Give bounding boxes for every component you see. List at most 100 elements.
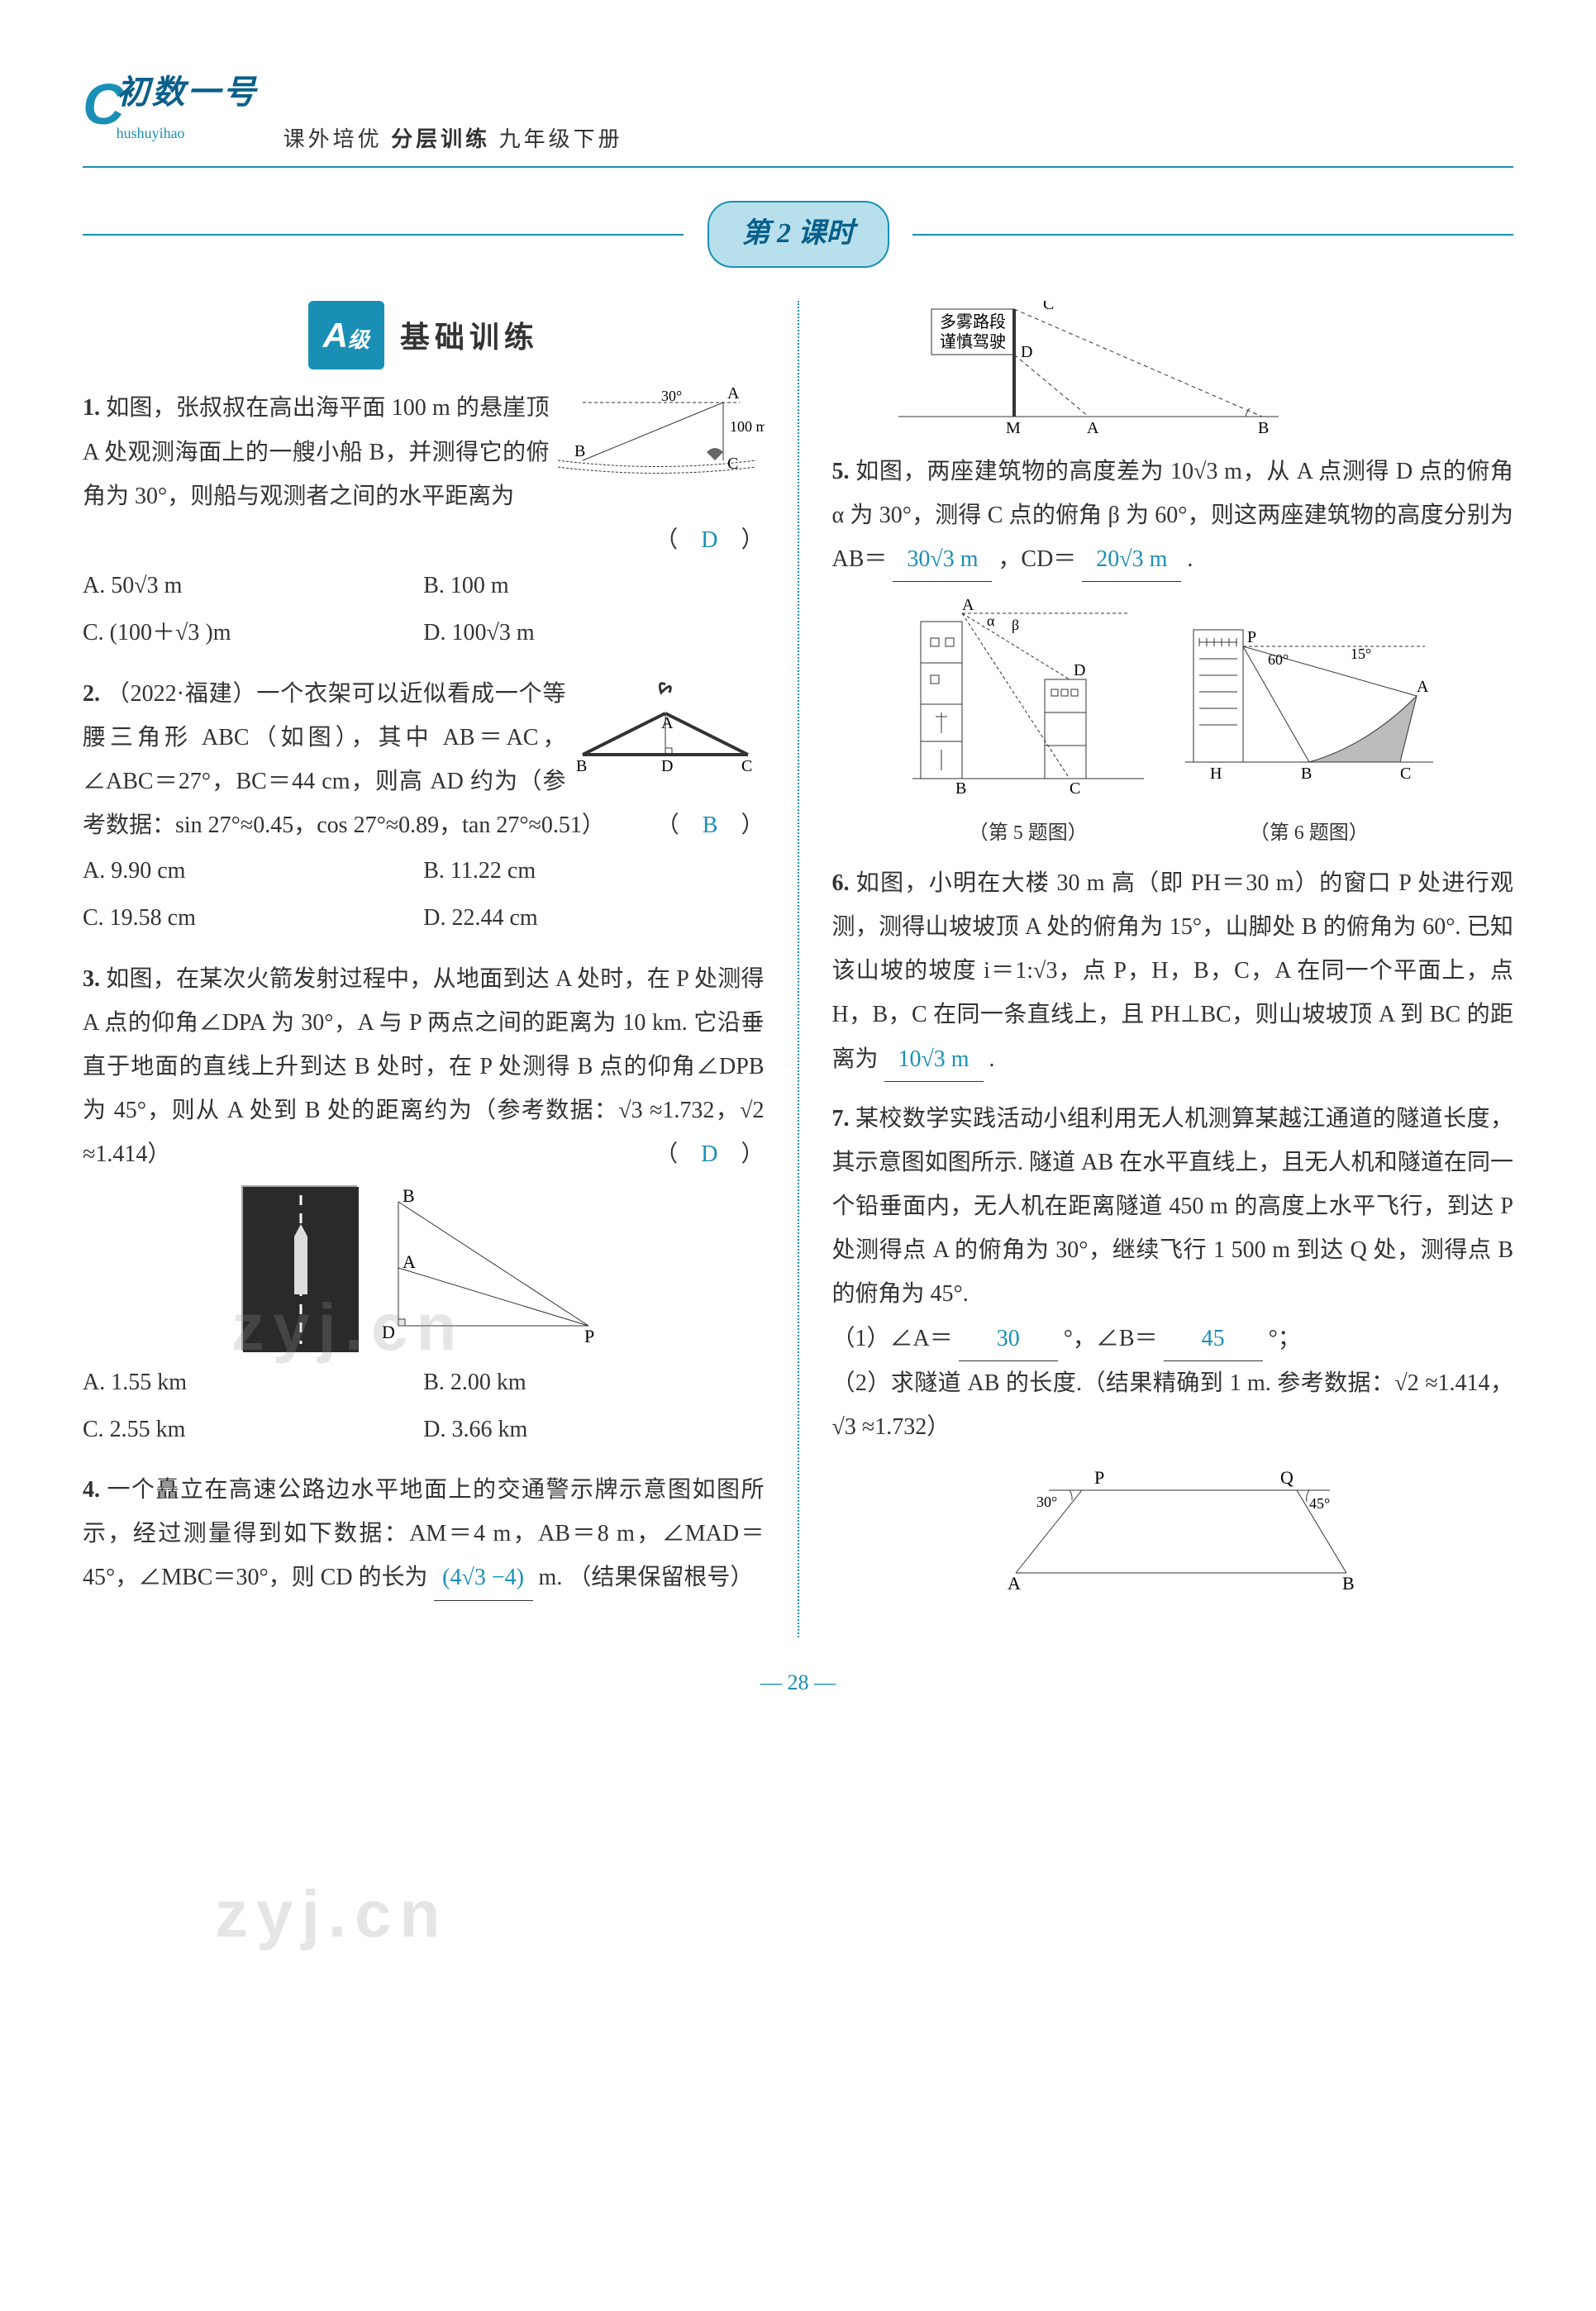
svg-text:A: A [727, 386, 740, 403]
svg-text:C: C [741, 757, 752, 775]
watermark-2: zyj.cn [215, 1851, 448, 1977]
svg-text:B: B [955, 779, 966, 795]
svg-text:30°: 30° [661, 388, 682, 404]
svg-text:多雾路段: 多雾路段 [940, 312, 1006, 331]
subtitle-3: 九年级下册 [499, 127, 623, 151]
lesson-pill: 第 2 课时 [707, 201, 889, 268]
q3-optD: D. 3.66 km [423, 1406, 764, 1453]
q1-optB: B. 100 m [423, 562, 764, 609]
q6-tail: . [989, 1046, 995, 1072]
figure-q5-caption: （第 5 题图） [904, 815, 1152, 853]
q1-answer-paren: （ D ） [655, 518, 764, 562]
svg-text:α: α [987, 612, 995, 629]
svg-text:15°: 15° [1351, 646, 1371, 662]
svg-text:B: B [1258, 419, 1269, 437]
section-title-text: 基础训练 [400, 321, 539, 354]
svg-text:P: P [1094, 1467, 1104, 1488]
figure-q6-caption: （第 6 题图） [1177, 815, 1441, 853]
header-subtitle: 课外培优 分层训练 九年级下册 [283, 119, 623, 160]
figure-q5: A α β D B C [904, 597, 1152, 812]
q5-num: 5. [832, 459, 850, 484]
q7-part1-mid: °，∠B＝ [1064, 1326, 1158, 1351]
q4-text2: （结果保留根号） [568, 1565, 753, 1590]
column-divider [798, 301, 799, 1638]
svg-text:B: B [403, 1185, 415, 1206]
q7-num: 7. [832, 1106, 850, 1132]
q3-optB: B. 2.00 km [423, 1359, 764, 1406]
problem-5: 5. 如图，两座建筑物的高度差为 10√3 m，从 A 点测得 D 点的俯角 α… [832, 450, 1514, 583]
page-number: — 28 — [83, 1662, 1513, 1703]
q2-text: （2022·福建）一个衣架可以近似看成一个等腰三角形 ABC（如图），其中 AB… [83, 681, 605, 839]
svg-text:D: D [1021, 343, 1032, 361]
svg-text:B: B [574, 442, 585, 460]
problem-6: 6. 如图，小明在大楼 30 m 高（即 PH＝30 m）的窗口 P 处进行观测… [832, 861, 1514, 1082]
figure-q4: 多雾路段 谨慎驾驶 C D M A B [882, 301, 1179, 450]
q2-optD: D. 22.44 cm [423, 894, 764, 941]
q3-answer: D [701, 1141, 717, 1167]
figure-q6: P 60° 15° A H B C [1177, 597, 1441, 812]
q4-answer: (4√3 −4) [434, 1556, 533, 1600]
svg-text:D: D [661, 757, 673, 775]
svg-text:C: C [1070, 779, 1080, 795]
q1-num: 1. [83, 395, 100, 421]
q3-optA: A. 1.55 km [83, 1359, 423, 1406]
q5-answer-cd: 20√3 m [1082, 537, 1181, 582]
q7-part1-b: 45 [1164, 1317, 1263, 1361]
svg-text:B: B [1301, 765, 1312, 783]
svg-text:A: A [661, 714, 674, 732]
q1-text: 如图，张叔叔在高出海平面 100 m 的悬崖顶 A 处观测海面上的一艘小船 B，… [83, 395, 550, 508]
logo: C 初数一号 hushuyihao [83, 50, 259, 160]
right-column: 多雾路段 谨慎驾驶 C D M A B 5. 如图，两座建筑物的高度差为 1 [832, 301, 1514, 1638]
q3-options: A. 1.55 km B. 2.00 km C. 2.55 km D. 3.66… [83, 1359, 765, 1453]
svg-text:P: P [1247, 628, 1256, 646]
q7-text: 某校数学实践活动小组利用无人机测算某越江通道的隧道长度，其示意图如图所示. 隧道… [832, 1106, 1514, 1308]
problem-2: A B C D 2. （2022·福建）一个衣架可以近似看成一个等腰三角形 AB… [83, 672, 765, 942]
figure-q3: B A D P [83, 1185, 765, 1351]
section-badge: A级 [308, 301, 384, 370]
svg-text:30°: 30° [1036, 1494, 1057, 1510]
svg-text:C: C [1400, 765, 1411, 783]
svg-text:谨慎驾驶: 谨慎驾驶 [940, 332, 1006, 351]
q2-answer: B [703, 812, 718, 838]
svg-text:M: M [1006, 419, 1021, 437]
figure-q3-rocket [241, 1185, 357, 1351]
problem-4: 4. 一个矗立在高速公路边水平地面上的交通警示牌示意图如图所示，经过测量得到如下… [83, 1468, 765, 1601]
page-header: C 初数一号 hushuyihao 课外培优 分层训练 九年级下册 [83, 50, 1513, 168]
q6-answer: 10√3 m [884, 1037, 984, 1082]
q7-part1-tail: °； [1269, 1326, 1301, 1351]
figures-5-6: A α β D B C （第 5 题图） [832, 597, 1514, 853]
svg-text:A: A [403, 1251, 416, 1272]
q2-options: A. 9.90 cm B. 11.22 cm C. 19.58 cm D. 22… [83, 847, 765, 941]
q2-optC: C. 19.58 cm [83, 894, 423, 941]
lesson-banner: 第 2 课时 [83, 201, 1513, 268]
logo-cn: 初数一号 [117, 74, 259, 111]
q5-tail: . [1187, 546, 1193, 572]
q3-answer-paren: （ D ） [655, 1132, 764, 1176]
q7-part2: （2）求隧道 AB 的长度.（结果精确到 1 m. 参考数据：√2 ≈1.414… [832, 1361, 1514, 1449]
q3-optC: C. 2.55 km [83, 1406, 423, 1453]
q5-answer-ab: 30√3 m [893, 537, 992, 582]
figure-q3-triangle: B A D P [374, 1185, 605, 1351]
q2-num: 2. [83, 681, 100, 707]
svg-text:D: D [382, 1322, 395, 1342]
svg-text:A: A [1008, 1573, 1021, 1594]
q6-num: 6. [832, 870, 850, 896]
subtitle-2: 分层训练 [391, 127, 490, 151]
subtitle-1: 课外培优 [283, 127, 383, 151]
q7-part1-a: 30 [959, 1317, 1058, 1361]
q4-num: 4. [83, 1477, 100, 1503]
left-column: A级 基础训练 A B C 30° [83, 301, 765, 1638]
figure-q7: P Q A B 30° 45° [966, 1457, 1379, 1622]
svg-text:D: D [1074, 661, 1085, 679]
svg-text:60°: 60° [1268, 651, 1289, 668]
q2-answer-paren: （ B ） [656, 803, 765, 847]
q1-optA: A. 50√3 m [83, 562, 423, 609]
svg-text:β: β [1012, 617, 1019, 633]
q7-part1-label: （1）∠A＝ [832, 1326, 953, 1351]
q2-optB: B. 11.22 cm [423, 847, 764, 894]
svg-text:A: A [1087, 419, 1099, 437]
q1-optD: D. 100√3 m [423, 609, 764, 656]
q4-unit: m. [539, 1565, 563, 1590]
q5-mid: ，CD＝ [998, 546, 1076, 572]
svg-text:45°: 45° [1309, 1495, 1330, 1512]
